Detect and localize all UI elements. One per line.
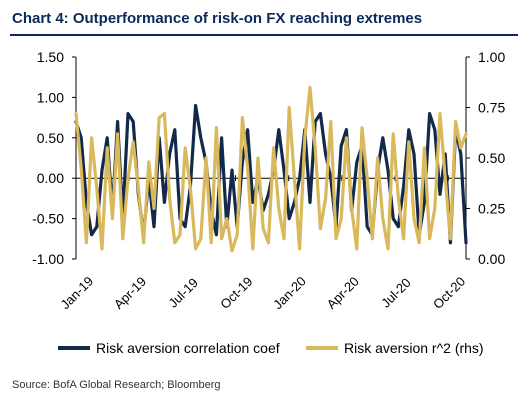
title-rule — [10, 34, 518, 36]
series-line-r2 — [74, 85, 468, 253]
x-tick-label: Apr-19 — [111, 274, 149, 312]
x-tick-label: Jan-20 — [270, 273, 309, 312]
right-tick-label: 0.25 — [478, 201, 505, 217]
x-tick-label: Oct-20 — [430, 274, 468, 312]
left-tick-label: 1.50 — [37, 49, 64, 65]
legend-label-r2: Risk aversion r^2 (rhs) — [344, 340, 484, 356]
left-tick-label: 0.50 — [37, 130, 64, 146]
chart-title: Chart 4: Outperformance of risk-on FX re… — [12, 10, 423, 27]
x-tick-label: Jan-19 — [57, 273, 96, 312]
x-tick-label: Oct-19 — [217, 274, 255, 312]
right-tick-label: 0.75 — [478, 100, 505, 116]
right-tick-label: 0.00 — [478, 251, 505, 267]
x-tick-label: Jul-20 — [378, 275, 414, 311]
right-tick-label: 0.50 — [478, 150, 505, 166]
left-tick-label: -0.50 — [32, 211, 64, 227]
right-tick-label: 1.00 — [478, 49, 505, 65]
left-tick-label: 0.00 — [37, 170, 64, 186]
x-tick-label: Jul-19 — [165, 275, 201, 311]
left-tick-label: -1.00 — [32, 251, 64, 267]
legend-label-correlation: Risk aversion correlation coef — [96, 340, 280, 356]
left-tick-label: 1.00 — [37, 89, 64, 105]
x-tick-label: Apr-20 — [324, 274, 362, 312]
source-note: Source: BofA Global Research; Bloomberg — [12, 379, 221, 391]
